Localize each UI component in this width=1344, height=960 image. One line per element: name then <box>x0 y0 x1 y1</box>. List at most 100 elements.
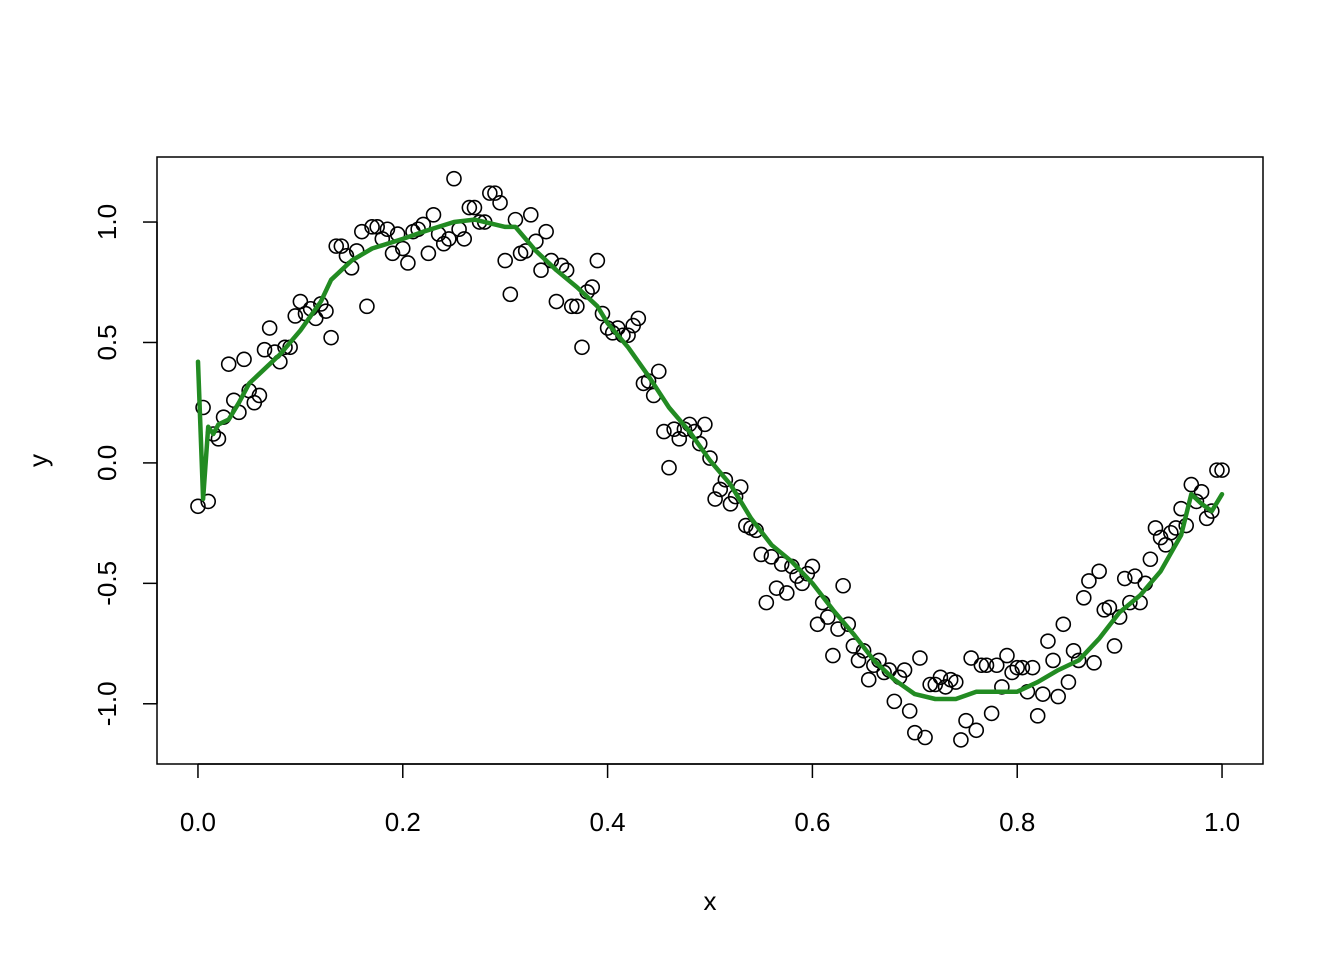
data-point <box>968 722 985 739</box>
data-point <box>277 339 293 356</box>
smoother-line-layer <box>195 217 1225 702</box>
data-point <box>522 207 539 223</box>
data-point <box>1106 638 1123 654</box>
data-point <box>1004 664 1020 681</box>
x-tick-label: 0.0 <box>180 807 216 837</box>
data-point <box>912 650 928 666</box>
data-point <box>1116 570 1133 587</box>
data-point <box>1193 484 1210 500</box>
data-point <box>195 399 211 416</box>
data-point <box>1163 524 1179 541</box>
y-tick-label: -1.0 <box>92 681 122 726</box>
data-point <box>717 471 734 488</box>
data-point <box>420 245 437 262</box>
data-point <box>907 724 923 741</box>
data-point <box>973 657 990 674</box>
data-point <box>860 671 877 688</box>
y-axis: -1.0 -0.5 0.0 0.5 1.0 <box>92 204 158 726</box>
data-point <box>1024 659 1041 676</box>
data-point <box>758 594 775 611</box>
data-point <box>1045 652 1061 669</box>
data-point <box>287 308 304 324</box>
data-point <box>1122 594 1138 611</box>
data-point <box>1075 589 1092 606</box>
data-point <box>487 185 503 201</box>
y-tick-label: 0.5 <box>92 324 122 360</box>
data-point <box>394 240 411 257</box>
data-point <box>507 211 524 228</box>
x-tick-label: 0.6 <box>794 807 830 837</box>
data-point <box>712 481 729 498</box>
data-point <box>328 238 345 254</box>
data-point <box>983 705 1000 722</box>
y-tick-label: 1.0 <box>92 204 122 240</box>
data-point <box>835 577 851 594</box>
data-point <box>569 298 585 315</box>
data-point <box>1086 655 1102 671</box>
data-point <box>830 621 846 637</box>
data-point <box>779 585 795 601</box>
data-point <box>256 341 273 358</box>
data-point <box>359 298 375 315</box>
data-point <box>533 262 549 279</box>
data-point <box>425 207 442 223</box>
data-point <box>768 580 785 596</box>
data-point <box>1070 652 1087 669</box>
data-point <box>1065 642 1082 659</box>
data-point <box>563 298 580 315</box>
data-point <box>456 231 473 247</box>
data-point <box>323 329 339 346</box>
data-point <box>492 194 508 211</box>
data-point <box>354 223 370 240</box>
data-point <box>333 238 350 254</box>
data-point <box>773 556 790 572</box>
data-point <box>1183 476 1200 493</box>
data-point <box>1142 551 1159 568</box>
data-point <box>901 703 918 719</box>
data-point <box>584 279 601 295</box>
data-point <box>1009 659 1026 676</box>
data-point <box>922 676 938 693</box>
x-tick-label: 1.0 <box>1204 807 1240 837</box>
data-point <box>594 305 611 322</box>
data-point <box>538 223 554 240</box>
data-point <box>702 450 718 466</box>
data-point <box>1060 674 1077 690</box>
data-point <box>1101 599 1118 616</box>
data-point <box>691 435 708 452</box>
data-point <box>251 387 268 404</box>
data-point <box>988 657 1005 674</box>
data-point <box>656 423 672 440</box>
data-point <box>896 662 913 678</box>
data-point <box>261 320 278 336</box>
data-point <box>497 252 513 269</box>
data-point <box>958 712 974 729</box>
data-point <box>1055 616 1072 633</box>
data-point <box>502 286 519 303</box>
data-point <box>1091 563 1107 580</box>
data-point <box>400 255 416 271</box>
data-point <box>809 616 826 633</box>
data-point <box>574 339 590 356</box>
data-point <box>850 652 867 669</box>
smoother-line <box>195 217 1225 702</box>
data-point <box>220 356 237 372</box>
data-point <box>886 693 903 710</box>
data-point <box>804 558 821 575</box>
data-point <box>190 498 206 515</box>
x-axis: 0.0 0.2 0.4 0.6 0.8 1.0 <box>180 763 1240 837</box>
data-point <box>978 657 995 674</box>
data-point <box>1035 686 1051 702</box>
data-point <box>517 243 534 259</box>
data-point <box>1050 688 1066 705</box>
data-point <box>917 729 933 746</box>
data-point <box>364 219 380 235</box>
data-point <box>1014 659 1031 676</box>
data-point <box>825 647 841 664</box>
data-point <box>707 491 723 507</box>
data-point <box>441 231 457 247</box>
data-point <box>482 185 498 201</box>
data-point <box>384 245 401 262</box>
data-point <box>379 221 396 238</box>
data-point <box>999 647 1015 664</box>
